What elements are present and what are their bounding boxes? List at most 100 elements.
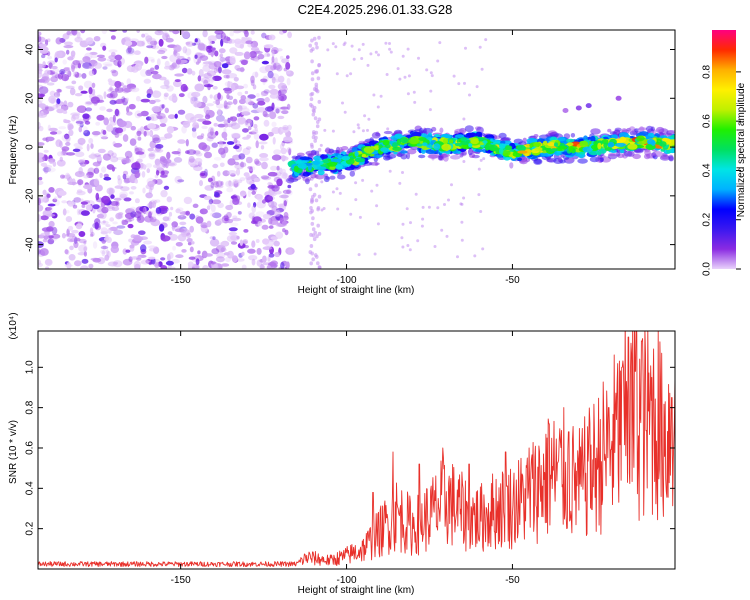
heatmap-cell (211, 142, 218, 148)
heatmap-cell (91, 82, 96, 89)
heatmap-cell (314, 41, 319, 46)
heatmap-cell (67, 201, 75, 207)
heatmap-cell (366, 128, 369, 132)
heatmap-cell (185, 139, 189, 147)
heatmap-cell (408, 137, 420, 145)
colorbar-gradient (712, 30, 736, 269)
heatmap-cell (429, 89, 433, 93)
heatmap-cell (230, 132, 241, 138)
heatmap-cell (211, 212, 222, 219)
heatmap-cell (136, 40, 145, 47)
heatmap-cell (345, 74, 349, 78)
heatmap-cell (315, 234, 319, 239)
heatmap-cell (213, 181, 220, 188)
heatmap-cell (405, 207, 409, 211)
heatmap-cell (254, 158, 260, 165)
heatmap-cell (76, 189, 83, 194)
heatmap-cell (68, 124, 74, 130)
heatmap-cell (287, 249, 293, 255)
heatmap-cell (254, 71, 258, 78)
heatmap-cell (399, 137, 409, 144)
heatmap-cell (214, 30, 224, 35)
heatmap-cell (566, 138, 575, 143)
heatmap-cell (113, 59, 122, 66)
heatmap-cell (361, 154, 366, 158)
heatmap-cell (422, 142, 428, 147)
heatmap-cell (243, 83, 249, 89)
heatmap-cell (274, 251, 281, 258)
heatmap-cell (229, 30, 234, 37)
heatmap-cell (78, 244, 88, 253)
heatmap-cell (88, 65, 94, 69)
heatmap-cell (56, 91, 60, 96)
heatmap-cell (262, 213, 272, 220)
heatmap-cell (78, 231, 86, 237)
colorbar-tick-label: 0.4 (702, 163, 713, 177)
heatmap-cell (270, 236, 278, 240)
heatmap-cell (73, 197, 82, 203)
heatmap-cell (176, 55, 185, 60)
heatmap-cell (211, 60, 222, 69)
heatmap-cell (251, 258, 256, 266)
heatmap-cell (42, 167, 52, 173)
heatmap-cell (463, 81, 466, 85)
heatmap-cell (130, 173, 135, 181)
heatmap-cell (85, 101, 95, 105)
y-tick-label: 0.8 (25, 400, 36, 414)
heatmap-cell (233, 77, 239, 82)
heatmap-cell (256, 247, 262, 255)
heatmap-cell (189, 213, 196, 220)
heatmap-cell (47, 238, 55, 245)
heatmap-cell (102, 129, 107, 135)
heatmap-cell (107, 261, 118, 267)
heatmap-cell (226, 101, 233, 105)
heatmap-cell (484, 143, 494, 150)
heatmap-cell (169, 30, 174, 33)
heatmap-cell (67, 56, 74, 61)
heatmap-cell (237, 105, 243, 112)
heatmap-cell (473, 254, 477, 258)
heatmap-cell (130, 125, 136, 131)
heatmap-cell (207, 77, 214, 84)
heatmap-cell (43, 165, 49, 174)
heatmap-cell (312, 109, 316, 114)
heatmap-cell (107, 88, 116, 93)
heatmap-cell (239, 177, 246, 182)
heatmap-cell (202, 30, 208, 38)
heatmap-cell (215, 130, 219, 136)
heatmap-cell (310, 38, 314, 43)
heatmap-cell (248, 212, 256, 219)
heatmap-cell (234, 64, 241, 71)
heatmap-cell (148, 248, 156, 252)
heatmap-cell (160, 170, 165, 176)
heatmap-cell (113, 143, 123, 148)
heatmap-cell (260, 90, 269, 97)
heatmap-cell (144, 56, 149, 64)
heatmap-cell (501, 136, 511, 142)
heatmap-cell (175, 208, 181, 214)
heatmap-cell (361, 178, 365, 182)
heatmap-cell (203, 195, 212, 201)
heatmap-cell (331, 129, 335, 133)
heatmap-cell (428, 152, 439, 159)
heatmap-cell (191, 70, 196, 76)
heatmap-cell (247, 94, 256, 99)
heatmap-cell (50, 76, 58, 83)
heatmap-cell (40, 215, 49, 221)
heatmap-cell (247, 126, 252, 131)
heatmap-cell (182, 46, 188, 54)
heatmap-cell (450, 183, 453, 187)
heatmap-cell (182, 31, 191, 39)
heatmap-cell (65, 85, 75, 90)
heatmap-cell (94, 184, 103, 192)
y-tick-label: 1.0 (25, 360, 36, 374)
heatmap-cell (309, 92, 313, 97)
heatmap-cell (220, 32, 226, 40)
heatmap-cell (585, 103, 592, 109)
heatmap-cell (88, 263, 94, 269)
heatmap-cell (443, 203, 446, 206)
heatmap-cell (479, 210, 483, 213)
heatmap-cell (213, 157, 222, 161)
heatmap-cell (131, 65, 139, 73)
heatmap-cell (218, 140, 223, 149)
